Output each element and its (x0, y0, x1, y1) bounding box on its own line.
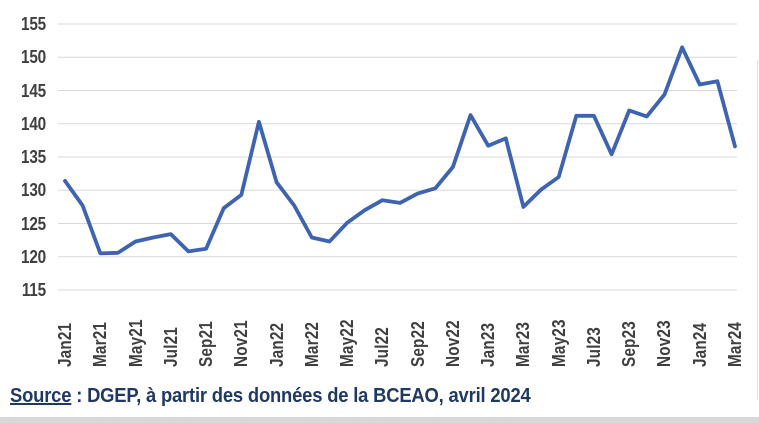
source-caption: Source : DGEP, à partir des données de l… (10, 383, 531, 409)
source-text: : DGEP, à partir des données de la BCEAO… (71, 385, 531, 407)
x-axis-tick-label: Nov22 (442, 320, 463, 367)
line-chart-svg (58, 23, 737, 291)
y-axis-tick-label: 125 (20, 213, 46, 234)
right-edge-divider (757, 60, 758, 400)
x-axis-tick-label: Jul22 (372, 327, 393, 367)
y-axis-tick-label: 130 (20, 180, 46, 201)
x-axis-tick-label: Mar21 (90, 321, 111, 367)
x-axis-tick-label: May23 (548, 319, 569, 367)
y-axis-tick-label: 140 (20, 113, 46, 134)
x-axis-tick-label: Jan23 (478, 322, 499, 367)
x-axis-tick-label: Mar24 (725, 321, 745, 367)
y-axis-tick-label: 120 (20, 246, 46, 267)
x-axis-tick-label: Sep22 (407, 321, 428, 367)
source-label: Source (10, 385, 72, 407)
x-axis-tick-label: Jul23 (583, 327, 604, 367)
x-axis-tick-label: Jan21 (55, 322, 75, 367)
y-axis-tick-label: 150 (20, 47, 46, 68)
y-axis-tick-label: 155 (20, 14, 46, 34)
x-axis-tick-label: May21 (125, 319, 146, 367)
y-axis-tick-label: 145 (20, 80, 46, 101)
x-axis-tick-label: Jul21 (160, 327, 181, 367)
bottom-edge-strip (0, 417, 759, 423)
x-axis-tick-label: Jan22 (266, 322, 287, 367)
x-axis-tick-label: May22 (337, 319, 358, 367)
x-axis-tick-label: Sep23 (619, 321, 640, 367)
x-axis-tick-label: Jan24 (689, 322, 710, 367)
x-axis-tick-label: Mar23 (513, 321, 534, 367)
x-axis-tick-label: Nov21 (231, 320, 252, 367)
x-axis-tick-label: Nov23 (654, 320, 675, 367)
data-series-line (63, 45, 737, 256)
y-axis-tick-label: 135 (20, 147, 46, 167)
x-axis-tick-label: Sep21 (196, 321, 217, 367)
y-axis-tick-label: 115 (21, 280, 46, 300)
x-axis-tick-label: Mar22 (301, 321, 322, 367)
